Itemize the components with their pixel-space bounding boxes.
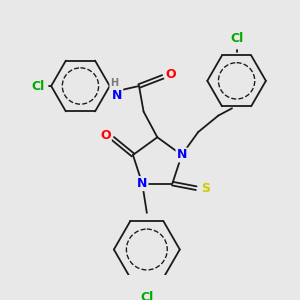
Text: O: O <box>100 129 111 142</box>
Text: N: N <box>137 177 147 190</box>
Text: Cl: Cl <box>140 291 154 300</box>
Text: Cl: Cl <box>32 80 45 92</box>
Text: N: N <box>176 148 187 161</box>
Text: Cl: Cl <box>230 32 243 45</box>
Text: S: S <box>201 182 210 195</box>
Text: H: H <box>110 78 118 88</box>
Text: O: O <box>166 68 176 81</box>
Text: N: N <box>112 89 122 102</box>
